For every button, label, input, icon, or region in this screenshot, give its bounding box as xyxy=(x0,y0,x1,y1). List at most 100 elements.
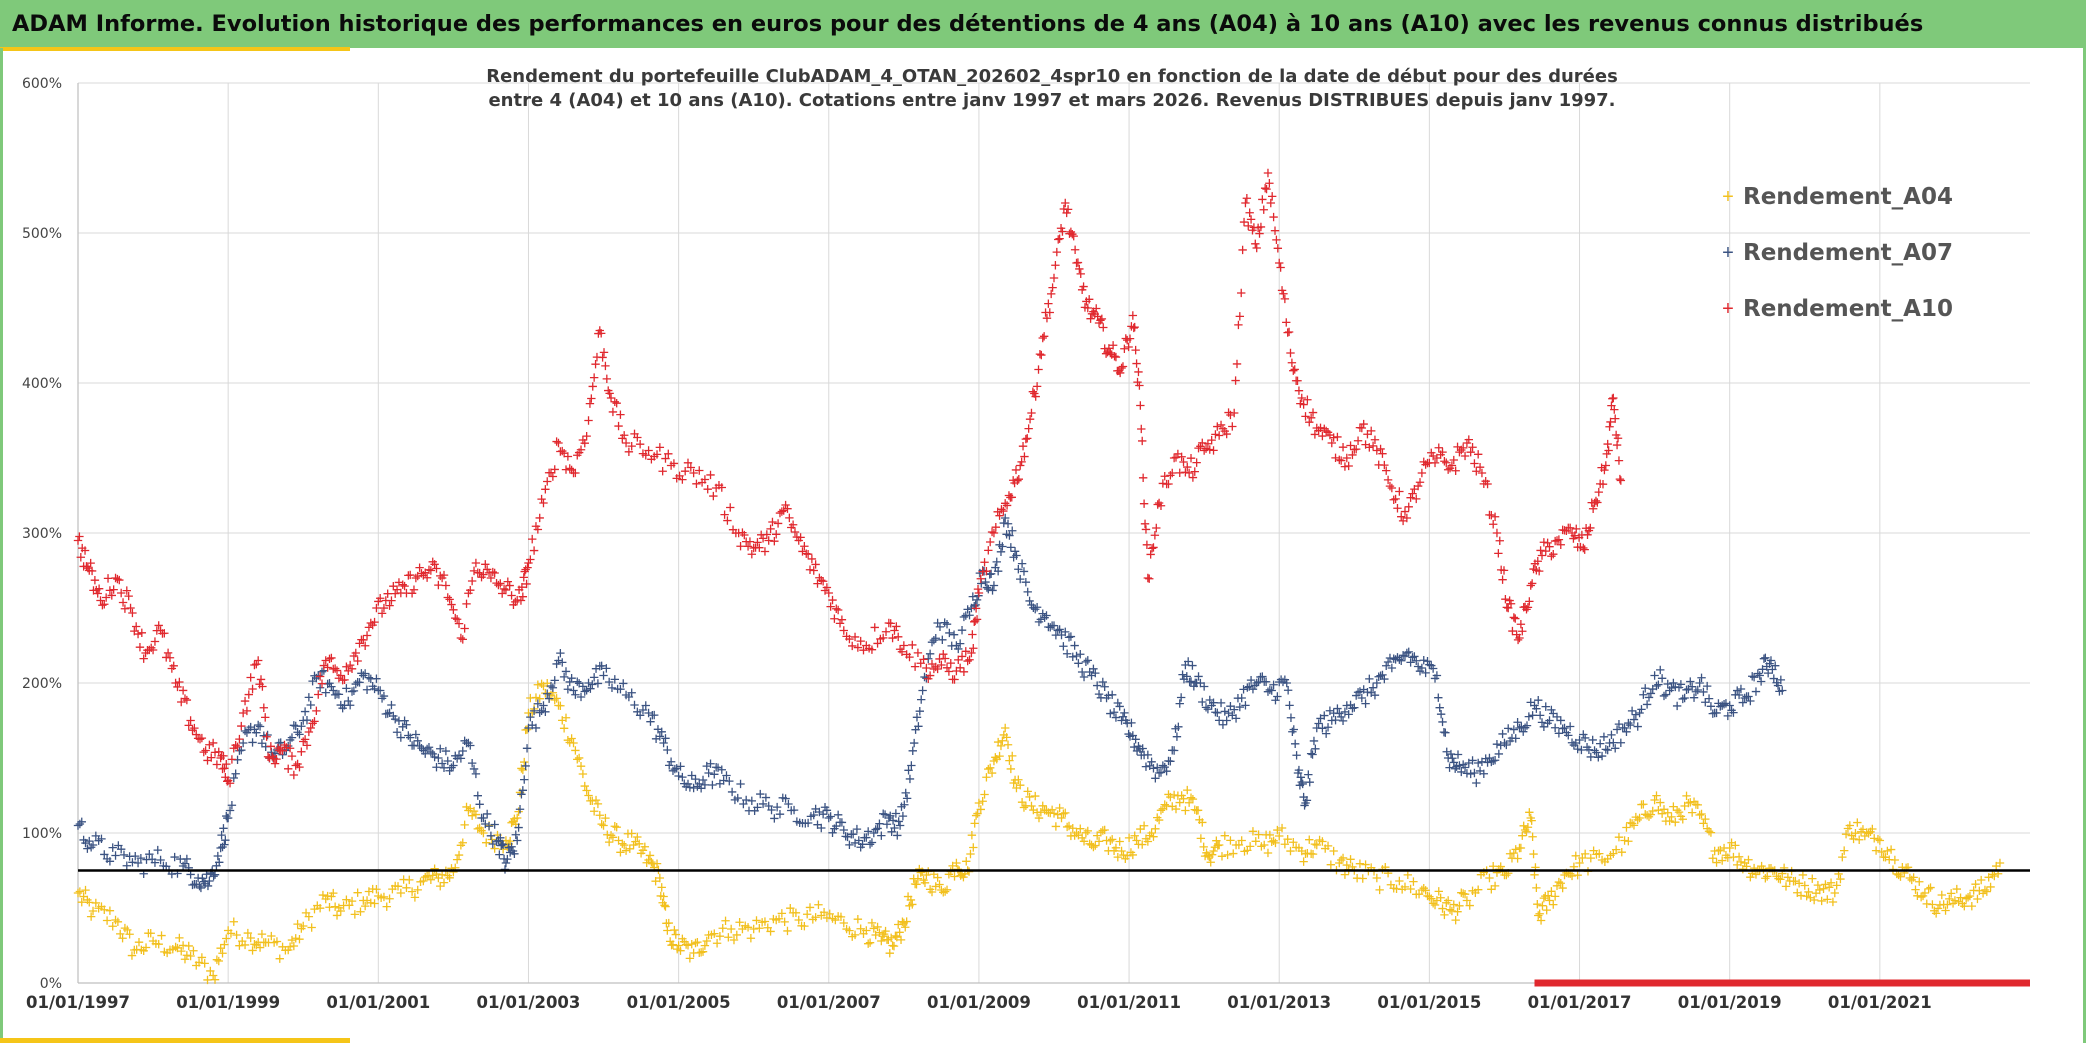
data-point xyxy=(1032,603,1042,612)
data-point xyxy=(1659,691,1669,701)
data-point xyxy=(698,775,708,785)
data-point xyxy=(1222,429,1231,439)
data-point xyxy=(1032,382,1042,391)
data-point xyxy=(439,878,449,887)
data-point xyxy=(1128,311,1138,320)
data-point xyxy=(743,923,753,932)
data-point xyxy=(1462,896,1472,905)
data-point xyxy=(1817,896,1826,906)
data-point xyxy=(1237,693,1246,703)
data-point xyxy=(561,667,571,676)
data-point xyxy=(914,722,923,731)
data-point xyxy=(219,824,228,833)
data-point xyxy=(1427,894,1436,903)
data-point xyxy=(670,925,679,935)
data-point xyxy=(1006,764,1016,774)
data-point xyxy=(970,819,979,828)
data-point xyxy=(1368,683,1378,692)
data-point xyxy=(867,838,877,847)
data-point xyxy=(299,921,308,931)
data-point xyxy=(407,887,417,896)
data-point xyxy=(1604,446,1613,455)
data-point xyxy=(317,679,327,688)
data-point xyxy=(608,833,618,842)
data-point xyxy=(1611,744,1620,753)
data-point xyxy=(660,901,669,910)
data-point xyxy=(1547,887,1556,896)
data-point xyxy=(1734,852,1744,861)
data-point xyxy=(199,747,208,757)
data-point xyxy=(1644,693,1654,702)
data-point xyxy=(1535,711,1545,720)
data-point xyxy=(1183,785,1192,795)
data-point xyxy=(226,929,236,938)
data-point xyxy=(1597,751,1607,761)
data-point xyxy=(584,678,593,688)
data-point xyxy=(1648,806,1657,816)
data-point xyxy=(329,686,338,695)
data-point xyxy=(1612,725,1622,734)
data-point xyxy=(1305,417,1314,427)
x-tick-label: 01/01/2019 xyxy=(1678,993,1782,1012)
data-point xyxy=(1479,769,1489,778)
data-point xyxy=(996,741,1006,751)
data-point xyxy=(350,910,360,919)
data-point xyxy=(1283,835,1292,844)
data-point xyxy=(210,975,220,984)
data-point xyxy=(1368,441,1378,451)
data-point xyxy=(897,647,907,656)
data-point xyxy=(905,774,915,784)
data-point xyxy=(466,585,475,595)
data-point xyxy=(1432,671,1442,680)
data-point xyxy=(310,717,319,726)
data-point xyxy=(93,589,102,598)
data-point xyxy=(1594,487,1603,497)
data-point xyxy=(922,663,931,673)
data-point xyxy=(1451,915,1460,925)
data-point xyxy=(1570,531,1580,540)
data-point xyxy=(315,683,325,692)
data-point xyxy=(822,806,832,815)
data-point xyxy=(1656,798,1665,807)
data-point xyxy=(1152,523,1161,533)
data-point xyxy=(1428,451,1438,461)
data-point xyxy=(1691,687,1701,696)
data-point xyxy=(1184,657,1193,666)
data-point xyxy=(1494,549,1503,558)
data-point xyxy=(195,734,205,744)
data-point xyxy=(1916,892,1926,902)
data-point xyxy=(125,930,134,939)
data-point xyxy=(1201,444,1211,453)
data-point xyxy=(529,706,539,716)
data-point xyxy=(589,807,599,816)
data-point xyxy=(244,690,253,699)
data-point xyxy=(1245,208,1254,217)
data-point xyxy=(297,722,306,731)
data-point xyxy=(712,939,722,948)
data-point xyxy=(362,631,372,640)
data-point xyxy=(1669,678,1678,688)
data-point xyxy=(1137,424,1146,434)
data-point xyxy=(988,586,997,595)
data-point xyxy=(1470,768,1479,778)
data-point xyxy=(1746,872,1755,882)
data-point xyxy=(347,664,357,673)
data-point xyxy=(449,867,458,877)
data-point xyxy=(1824,883,1834,892)
data-point xyxy=(1146,550,1155,559)
data-point xyxy=(652,859,662,868)
data-point xyxy=(1615,474,1625,484)
data-point xyxy=(105,586,115,595)
data-point xyxy=(919,655,928,664)
data-point xyxy=(950,872,959,881)
data-point xyxy=(360,669,370,678)
data-point xyxy=(1091,841,1100,850)
data-point xyxy=(299,737,308,746)
data-point xyxy=(853,643,863,652)
data-point xyxy=(98,601,107,610)
data-point xyxy=(1241,198,1250,208)
data-point xyxy=(1151,774,1160,783)
data-point xyxy=(1669,802,1678,811)
data-point xyxy=(495,850,504,859)
data-point xyxy=(1023,587,1032,597)
